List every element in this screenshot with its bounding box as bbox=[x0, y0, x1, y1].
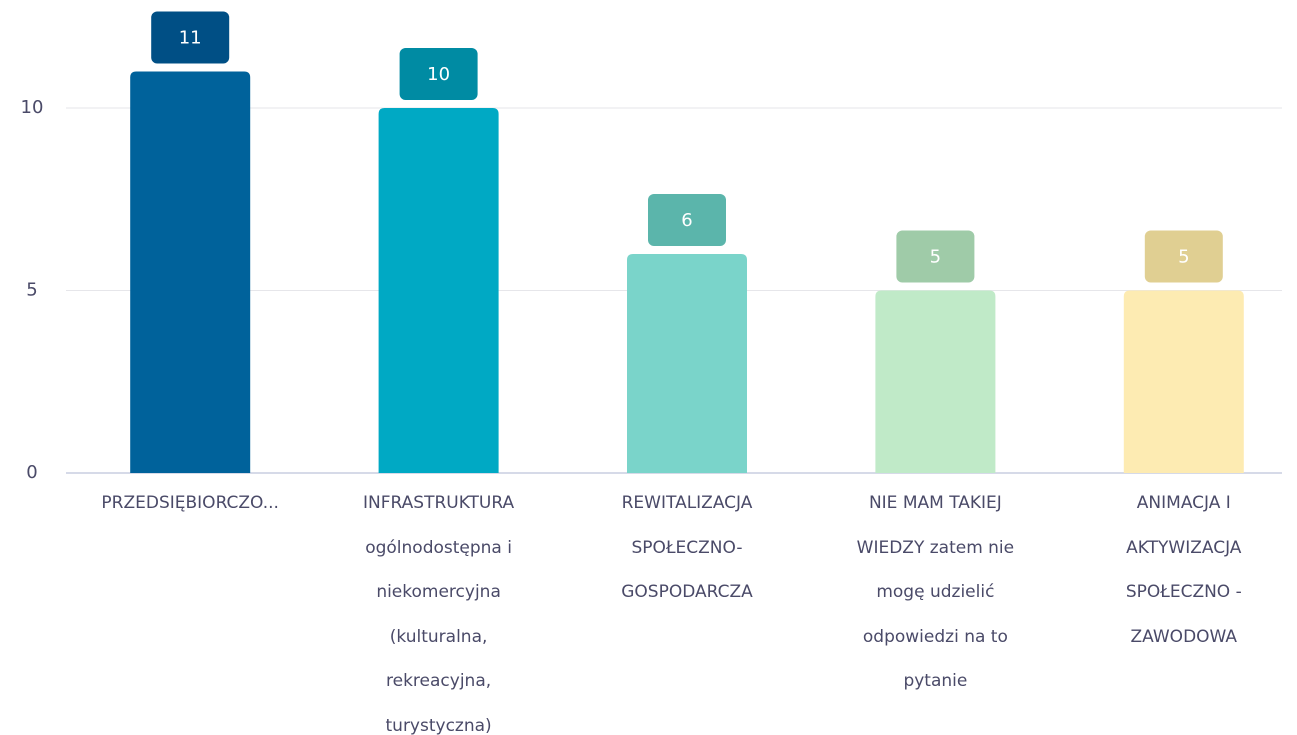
x-tick-label: NIE MAM TAKIEJ WIEDZY zatem nie mogę udz… bbox=[856, 493, 1015, 691]
bar bbox=[1123, 290, 1244, 473]
data-label-box bbox=[399, 48, 478, 100]
x-tick-label: ANIMACJA I AKTYWIZACJA SPOŁECZNO - ZAWOD… bbox=[1125, 493, 1242, 647]
y-tick-label: 5 bbox=[26, 280, 37, 301]
y-tick-label: 10 bbox=[21, 97, 44, 118]
data-label: 11 bbox=[179, 28, 202, 49]
data-label: 10 bbox=[427, 64, 450, 85]
data-label: 5 bbox=[930, 247, 941, 268]
data-label-box bbox=[648, 194, 726, 246]
y-tick-label: 0 bbox=[26, 462, 37, 483]
data-label: 6 bbox=[681, 210, 692, 231]
bar bbox=[627, 254, 747, 473]
data-label: 5 bbox=[1178, 247, 1189, 268]
data-label-box bbox=[151, 11, 230, 64]
x-tick-label: INFRASTRUKTURA ogólnodostępna i niekomer… bbox=[363, 493, 515, 735]
data-label-box bbox=[1144, 230, 1223, 283]
bar bbox=[130, 71, 251, 473]
x-tick-label: REWITALIZACJA SPOŁECZNO-GOSPODARCZA bbox=[621, 493, 753, 602]
bar bbox=[378, 108, 499, 473]
bar bbox=[875, 290, 996, 473]
x-tick-label: PRZEDSIĘBIORCZO... bbox=[101, 493, 279, 513]
data-label-box bbox=[896, 230, 975, 283]
